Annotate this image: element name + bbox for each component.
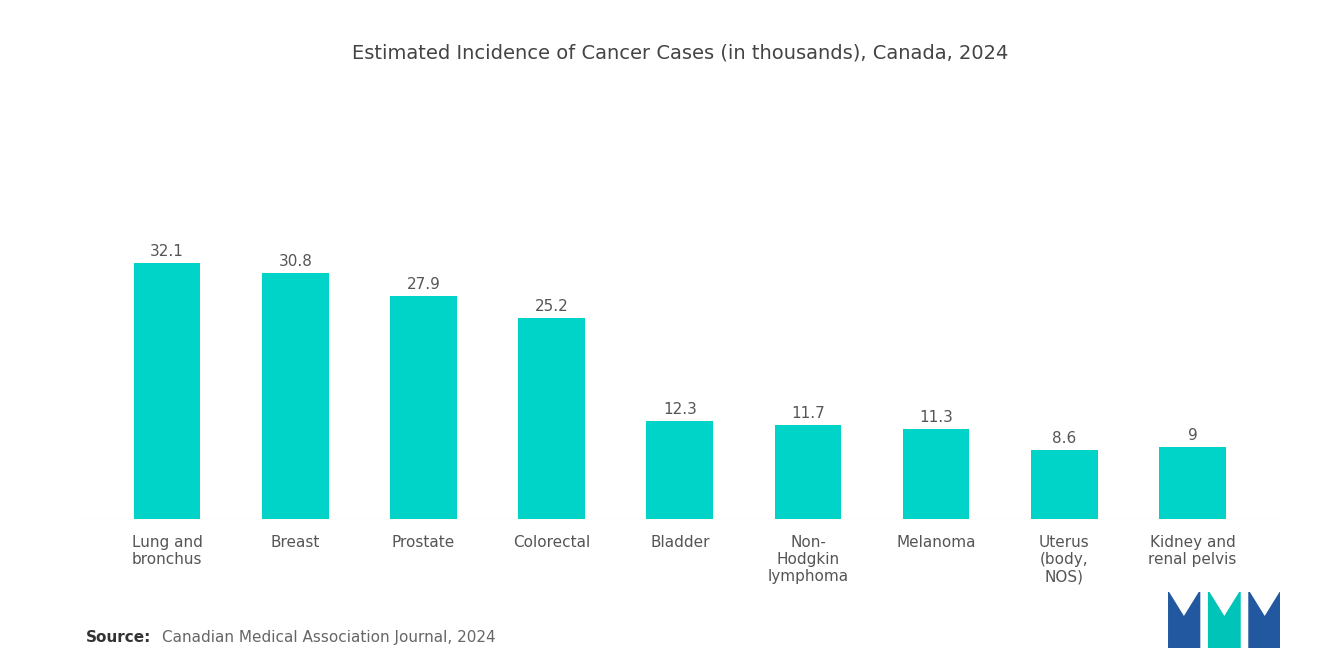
Polygon shape bbox=[1209, 592, 1239, 648]
Text: 27.9: 27.9 bbox=[407, 277, 441, 292]
Text: 30.8: 30.8 bbox=[279, 254, 313, 269]
Text: 8.6: 8.6 bbox=[1052, 431, 1076, 446]
Bar bbox=[519, 318, 585, 519]
Bar bbox=[1159, 447, 1226, 519]
Text: 25.2: 25.2 bbox=[535, 299, 569, 314]
Bar bbox=[903, 428, 969, 519]
Text: Canadian Medical Association Journal, 2024: Canadian Medical Association Journal, 20… bbox=[162, 630, 496, 645]
Text: 9: 9 bbox=[1188, 428, 1197, 443]
Title: Estimated Incidence of Cancer Cases (in thousands), Canada, 2024: Estimated Incidence of Cancer Cases (in … bbox=[351, 44, 1008, 63]
Text: Source:: Source: bbox=[86, 630, 152, 645]
Bar bbox=[647, 420, 713, 519]
Text: 12.3: 12.3 bbox=[663, 402, 697, 416]
Bar bbox=[391, 296, 457, 519]
Bar bbox=[1031, 450, 1098, 519]
Bar bbox=[775, 426, 841, 519]
Polygon shape bbox=[1168, 592, 1200, 648]
Polygon shape bbox=[1249, 592, 1280, 648]
Bar bbox=[133, 263, 201, 519]
Text: 32.1: 32.1 bbox=[150, 243, 183, 259]
Bar bbox=[261, 273, 329, 519]
Text: 11.3: 11.3 bbox=[919, 410, 953, 424]
Text: 11.7: 11.7 bbox=[791, 406, 825, 422]
